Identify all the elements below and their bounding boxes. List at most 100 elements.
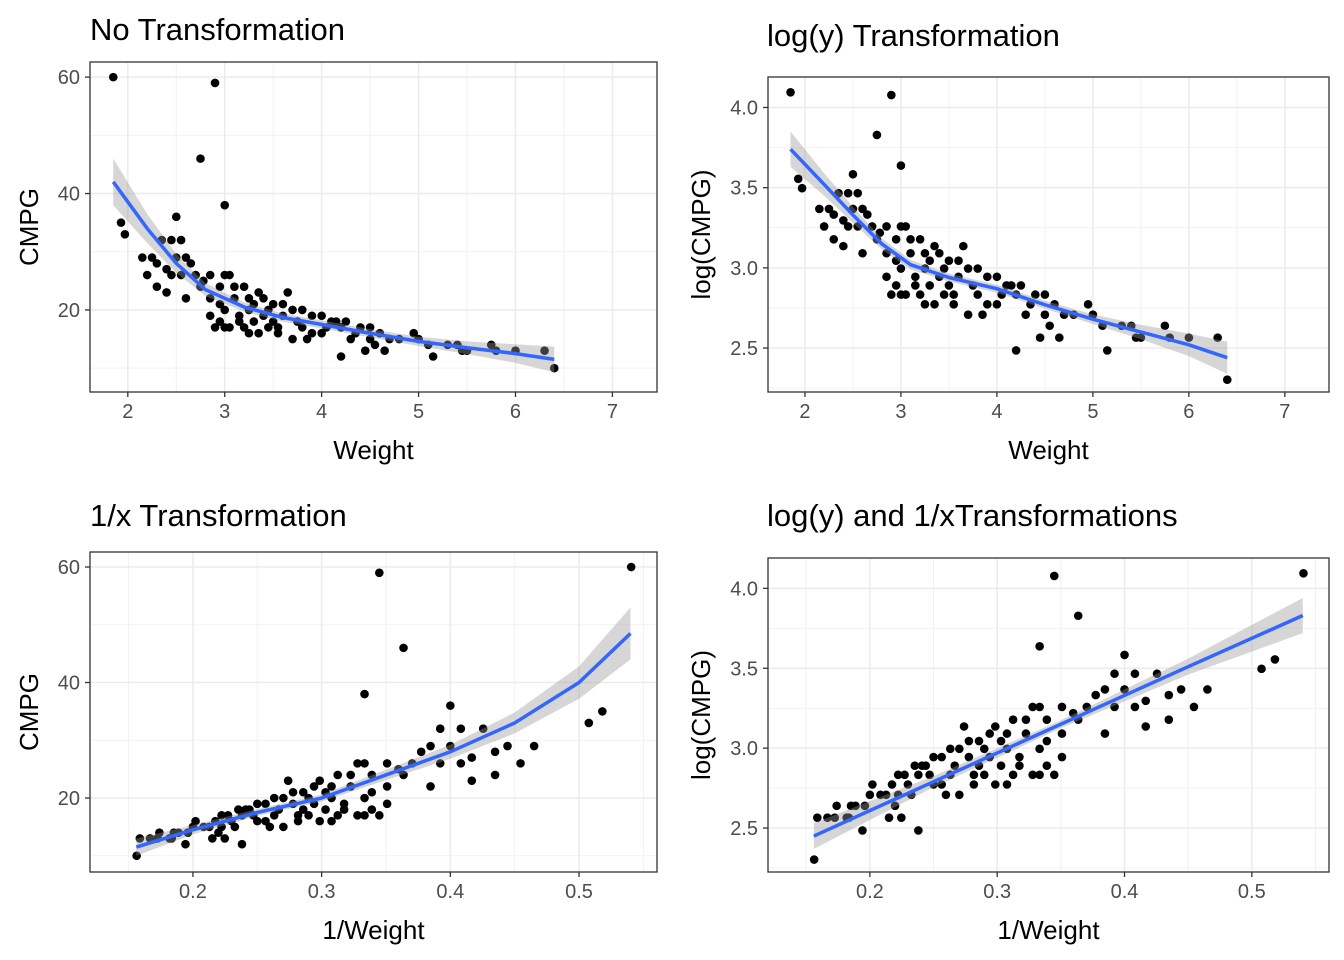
data-point xyxy=(915,290,925,299)
data-point xyxy=(1042,736,1052,746)
y-tick-label: 3.0 xyxy=(730,738,758,760)
data-point xyxy=(914,826,923,835)
data-point xyxy=(824,204,834,214)
data-point xyxy=(954,256,963,266)
data-point xyxy=(915,235,925,244)
data-point xyxy=(249,299,259,309)
confidence-band xyxy=(113,158,555,373)
data-point xyxy=(147,253,157,262)
data-point xyxy=(1299,568,1308,578)
data-point xyxy=(949,300,959,309)
data-point xyxy=(210,78,220,88)
data-point xyxy=(503,741,512,751)
data-point xyxy=(890,801,900,811)
data-point xyxy=(941,790,951,800)
data-point xyxy=(887,290,896,299)
data-point xyxy=(917,761,927,770)
data-point xyxy=(819,222,829,231)
y-tick-label: 3.5 xyxy=(730,658,758,680)
data-point xyxy=(360,689,369,699)
data-point xyxy=(944,281,954,290)
data-point xyxy=(327,782,336,791)
y-tick-label: 4.0 xyxy=(730,97,758,119)
x-tick-label: 0.2 xyxy=(179,881,207,903)
data-point xyxy=(467,753,477,762)
data-point xyxy=(1057,729,1067,738)
confidence-band xyxy=(790,131,1228,374)
data-point xyxy=(268,299,278,309)
data-point xyxy=(893,770,903,780)
data-point xyxy=(365,323,375,332)
data-point xyxy=(360,346,370,355)
data-point xyxy=(171,212,181,222)
x-tick-label: 0.5 xyxy=(1238,881,1266,903)
x-tick-label: 6 xyxy=(1183,401,1194,423)
data-point xyxy=(288,305,297,315)
data-point xyxy=(230,282,239,291)
data-point xyxy=(930,300,939,309)
data-point xyxy=(304,811,313,820)
data-point xyxy=(887,90,896,100)
data-point xyxy=(1035,702,1044,712)
data-point xyxy=(990,722,1000,731)
data-point xyxy=(1073,611,1083,621)
data-point xyxy=(863,210,872,219)
data-point xyxy=(152,259,162,268)
data-point xyxy=(382,782,392,791)
data-point xyxy=(428,352,438,361)
data-point xyxy=(278,299,288,309)
data-point xyxy=(152,282,162,291)
data-point xyxy=(486,340,496,350)
data-point xyxy=(887,780,897,789)
data-point xyxy=(1035,770,1044,780)
data-point xyxy=(626,562,636,572)
data-point xyxy=(1203,685,1212,694)
data-point xyxy=(830,813,840,822)
data-point xyxy=(1045,321,1054,331)
data-point xyxy=(1028,770,1037,780)
data-point xyxy=(399,770,408,780)
plot-background xyxy=(768,558,1329,872)
data-point xyxy=(268,317,278,326)
data-point xyxy=(367,787,377,797)
data-point xyxy=(868,780,877,789)
x-tick-label: 0.2 xyxy=(856,881,884,903)
data-point xyxy=(896,264,906,273)
data-point xyxy=(435,759,445,768)
data-point xyxy=(1110,702,1119,712)
data-point xyxy=(969,780,979,789)
y-tick-label: 60 xyxy=(58,67,80,89)
data-point xyxy=(375,811,384,820)
data-point xyxy=(903,780,913,789)
data-point xyxy=(234,805,243,814)
data-point xyxy=(162,264,171,274)
x-tick-label: 4 xyxy=(991,401,1002,423)
data-point xyxy=(858,248,867,258)
data-point xyxy=(1131,333,1141,342)
data-point xyxy=(367,805,377,814)
data-point xyxy=(1015,761,1024,770)
data-point xyxy=(910,761,920,770)
data-point xyxy=(181,839,190,849)
data-point xyxy=(490,770,500,780)
smooth-line xyxy=(789,147,1228,360)
data-point xyxy=(138,253,147,262)
data-point xyxy=(882,272,891,282)
data-point xyxy=(298,805,308,814)
data-point xyxy=(955,790,964,800)
data-point xyxy=(132,851,141,861)
data-point xyxy=(848,169,858,179)
data-point xyxy=(416,747,426,757)
data-point xyxy=(288,787,298,797)
data-point xyxy=(930,241,939,251)
data-point xyxy=(353,811,362,820)
data-point xyxy=(456,724,466,734)
data-point xyxy=(950,761,960,770)
data-point xyxy=(1054,333,1064,342)
data-point xyxy=(786,88,795,97)
data-point xyxy=(205,270,215,280)
plot-border xyxy=(767,557,1330,873)
data-point xyxy=(167,270,176,280)
data-point xyxy=(380,346,389,355)
data-point xyxy=(945,744,955,754)
